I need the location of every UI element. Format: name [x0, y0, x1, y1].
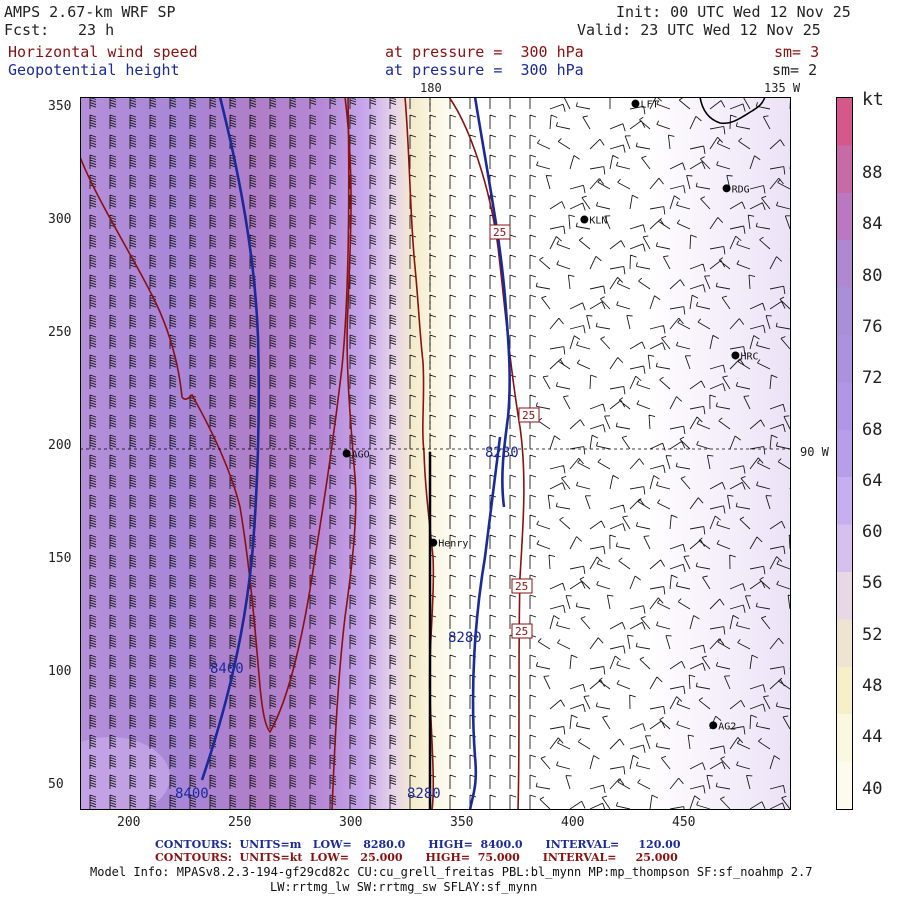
y-tick-label: 100 [48, 664, 72, 679]
wind-barbs [89, 97, 791, 810]
station-label: RDG [732, 184, 750, 195]
y-tick-label: 50 [48, 777, 64, 792]
y-tick-label: 350 [48, 99, 72, 114]
valid-time: Valid: 23 UTC Wed 12 Nov 25 [577, 21, 821, 39]
station-dot [631, 99, 640, 108]
forecast-hour: 23 h [78, 21, 115, 39]
colorbar-label: 68 [862, 419, 883, 440]
wind-barb-paths [89, 97, 791, 810]
height-contours [200, 97, 511, 810]
colorbar-label: 64 [862, 470, 883, 491]
station-dot [342, 449, 351, 458]
colorbar-label: 84 [862, 214, 883, 235]
model-info-line1: Model Info: MPASv8.2.3-194-gf29cd82c CU:… [90, 865, 813, 879]
coastline [699, 97, 766, 125]
y-tick-label: 300 [48, 212, 72, 227]
station-dot [731, 351, 740, 360]
height-label: 8400 [210, 661, 244, 677]
station-markers: LFT RDG KLN HRC AGO Henry AG2 [342, 99, 759, 732]
colorbar-label: 52 [862, 624, 883, 645]
colorbar-unit: kt [862, 89, 884, 110]
y-tick-label: 150 [48, 551, 72, 566]
station-label: HRC [740, 351, 758, 362]
colorbar-label: 56 [862, 573, 883, 594]
forecast-label: Fcst: [4, 21, 50, 39]
station-label: Henry [438, 539, 468, 550]
colorbar-label: 44 [862, 727, 883, 748]
field1-smoothing: sm= 3 [774, 43, 820, 61]
colorbar-label: 40 [862, 778, 883, 799]
height-contour-info: CONTOURS: UNITS=m LOW= 8280.0 HIGH= 8400… [155, 838, 681, 851]
station-label: AGO [352, 450, 370, 461]
colorbar-label: 48 [862, 676, 883, 696]
field1-level: at pressure = 300 hPa [385, 43, 584, 61]
init-time: Init: 00 UTC Wed 12 Nov 25 [616, 3, 851, 21]
colorbar-label: 76 [862, 316, 883, 337]
wind-label: 25 [515, 580, 528, 593]
field2-smoothing: sm= 2 [772, 61, 818, 79]
station-dot [709, 721, 718, 730]
wind-contour-labels: 25 25 25 25 [489, 224, 540, 639]
x-tick-label: 250 [228, 815, 252, 830]
meridian-135w-label: 135 W [764, 81, 801, 95]
field2-name: Geopotential height [8, 61, 180, 79]
map-canvas: LFT RDG KLN HRC AGO Henry AG2 8280 8280 8280 8… [80, 97, 791, 810]
height-label: 8280 [485, 445, 519, 461]
height-label: 8280 [448, 630, 482, 646]
station-label: KLN [589, 216, 607, 227]
height-label: 8280 [407, 786, 441, 802]
model-info-line2: LW:rrtmg_lw SW:rrtmg_sw SFLAY:sf_mynn [270, 880, 538, 894]
field1-name: Horizontal wind speed [8, 43, 198, 61]
station-label: AG2 [718, 721, 736, 732]
y-tick-label: 250 [48, 325, 72, 340]
station-label: LFT [640, 100, 658, 111]
wind-label: 25 [522, 409, 535, 422]
station-dot [722, 184, 731, 193]
x-tick-label: 450 [672, 815, 696, 830]
wind-label: 25 [493, 226, 506, 239]
height-contour-labels: 8280 8280 8280 8400 8400 [175, 445, 519, 802]
colorbar-label: 80 [862, 265, 883, 286]
wind-label: 25 [515, 625, 528, 638]
x-tick-label: 400 [561, 815, 585, 830]
height-label: 8400 [175, 786, 209, 802]
wind-contour-info: CONTOURS: UNITS=kt LOW= 25.000 HIGH= 75.… [155, 851, 678, 864]
station-dot [580, 215, 589, 224]
x-tick-label: 350 [450, 815, 474, 830]
model-title: AMPS 2.67-km WRF SP [4, 3, 176, 21]
colorbar-label: 72 [862, 368, 883, 389]
station-dot [429, 538, 438, 547]
colorbar-label: 88 [862, 163, 883, 183]
field2-level: at pressure = 300 hPa [385, 61, 584, 79]
latitude-90w-label: 90 W [800, 445, 829, 459]
y-tick-label: 200 [48, 438, 72, 453]
colorbar-label: 60 [862, 522, 883, 543]
x-tick-label: 200 [117, 815, 141, 830]
x-tick-label: 300 [339, 815, 363, 830]
meridian-180-label: 180 [420, 81, 442, 95]
map-plot-area: LFT RDG KLN HRC AGO Henry AG2 8280 8280 8280 8… [80, 97, 791, 810]
colorbar [836, 97, 853, 810]
